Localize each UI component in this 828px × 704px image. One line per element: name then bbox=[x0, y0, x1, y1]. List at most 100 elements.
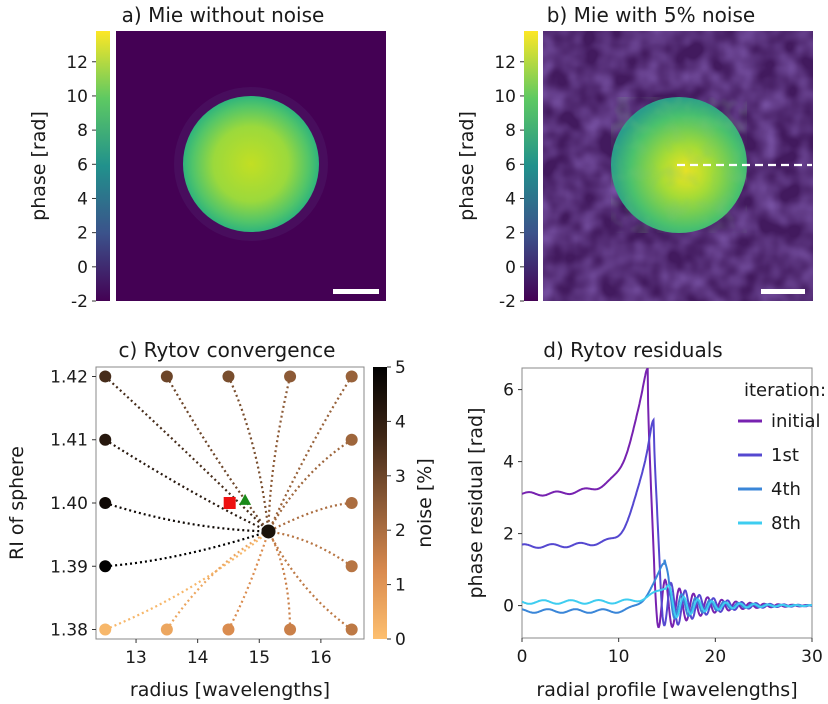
y-tick-label: 6 bbox=[503, 381, 514, 401]
legend-label: 1st bbox=[771, 445, 799, 466]
panel-c-title: c) Rytov convergence bbox=[119, 338, 336, 362]
start-point bbox=[345, 433, 358, 446]
colorbar-tick-label: 2 bbox=[505, 224, 516, 244]
start-point bbox=[345, 623, 358, 636]
start-point bbox=[99, 497, 112, 509]
panel-b-colorbar bbox=[524, 31, 538, 301]
colorbar-tick-label: 12 bbox=[494, 53, 516, 73]
panel-b-title: b) Mie with 5% noise bbox=[547, 3, 755, 27]
convergence-path bbox=[267, 376, 292, 532]
start-point bbox=[222, 370, 235, 383]
panel-a-sphere bbox=[183, 96, 319, 232]
colorbar-tick-label: 5 bbox=[395, 358, 406, 378]
colorbar-tick-label: 2 bbox=[395, 521, 406, 541]
panel-b: b) Mie with 5% noise 12 10 8 6 4 2 0 -2 phase [… bbox=[456, 3, 813, 312]
series-line-1st bbox=[522, 417, 812, 627]
colorbar-tick-label: -2 bbox=[71, 292, 88, 312]
legend-label: 4th bbox=[771, 479, 801, 500]
y-tick-label: 1.38 bbox=[50, 621, 88, 641]
panel-a-colorbar-ticks: 12 10 8 6 4 2 0 -2 bbox=[66, 53, 96, 312]
start-point bbox=[284, 370, 297, 383]
panel-a-diffraction-ring bbox=[174, 87, 328, 241]
start-point bbox=[99, 433, 112, 446]
convergence-path bbox=[268, 501, 352, 533]
colorbar-tick-label: -2 bbox=[499, 292, 516, 312]
panel-c-ylabel: RI of sphere bbox=[6, 446, 28, 560]
x-tick-label: 0 bbox=[517, 647, 528, 667]
convergence-path bbox=[104, 375, 270, 533]
colorbar-tick-label: 4 bbox=[395, 412, 406, 432]
panel-c: c) Rytov convergence 13 14 15 161.421.411.4… bbox=[6, 338, 436, 701]
panel-c-colorbar-label: noise [%] bbox=[414, 458, 436, 547]
convergence-path bbox=[104, 438, 269, 533]
true-value-marker bbox=[239, 493, 252, 505]
start-point bbox=[160, 370, 173, 383]
panel-a-colorbar bbox=[96, 31, 110, 301]
start-point bbox=[284, 623, 297, 636]
start-point bbox=[345, 560, 358, 573]
y-tick-label: 4 bbox=[503, 453, 514, 473]
convergence-path bbox=[227, 376, 270, 532]
legend-label: initial bbox=[771, 411, 821, 432]
colorbar-tick-label: 4 bbox=[77, 189, 88, 209]
convergence-path bbox=[165, 530, 270, 631]
y-tick-label: 1.41 bbox=[50, 431, 88, 451]
x-tick-label: 10 bbox=[608, 647, 630, 667]
colorbar-tick-label: 3 bbox=[395, 467, 406, 487]
colorbar-tick-label: 0 bbox=[395, 630, 406, 650]
panel-a-scalebar bbox=[333, 289, 379, 294]
series-line-8th bbox=[522, 583, 812, 619]
x-tick-label: 13 bbox=[125, 648, 147, 668]
start-point bbox=[99, 370, 112, 383]
colorbar-tick-label: 0 bbox=[77, 258, 88, 278]
panel-c-colorbar bbox=[373, 367, 387, 639]
y-tick-label: 1.40 bbox=[50, 494, 88, 514]
colorbar-tick-label: 4 bbox=[505, 189, 516, 209]
panel-d-ylabel: phase residual [rad] bbox=[465, 407, 487, 598]
colorbar-tick-label: 1 bbox=[395, 576, 406, 596]
panel-b-colorbar-label: phase [rad] bbox=[456, 111, 478, 221]
convergence-path bbox=[105, 530, 269, 568]
convergence-path bbox=[104, 530, 270, 631]
start-point bbox=[345, 370, 358, 383]
start-point bbox=[222, 623, 235, 636]
initial-guess-marker bbox=[223, 497, 236, 509]
colorbar-tick-label: 10 bbox=[66, 87, 88, 107]
panel-b-colorbar-ticks: 12 10 8 6 4 2 0 -2 bbox=[494, 53, 524, 312]
colorbar-tick-label: 8 bbox=[77, 121, 88, 141]
start-point bbox=[160, 623, 173, 636]
legend-title: iteration: bbox=[744, 380, 826, 401]
y-tick-label: 2 bbox=[503, 525, 514, 545]
panel-c-colorbar-ticks: 5 4 3 2 1 0 bbox=[387, 358, 406, 650]
y-tick-label: 0 bbox=[503, 597, 514, 617]
panel-a-title: a) Mie without noise bbox=[122, 3, 325, 27]
panel-d-title: d) Rytov residuals bbox=[543, 338, 722, 362]
panel-a-colorbar-label: phase [rad] bbox=[28, 111, 50, 221]
colorbar-tick-label: 12 bbox=[66, 53, 88, 73]
start-point bbox=[99, 623, 112, 636]
panel-c-xlabel: radius [wavelengths] bbox=[130, 679, 330, 701]
panel-b-scalebar bbox=[761, 289, 805, 294]
convergence-point bbox=[261, 524, 276, 539]
x-tick-label: 30 bbox=[801, 647, 823, 667]
panel-d-plot-area bbox=[521, 367, 813, 639]
panel-d-xlabel: radial profile [wavelengths] bbox=[536, 679, 797, 701]
y-tick-label: 1.39 bbox=[50, 557, 88, 577]
panel-a: a) Mie without noise 12 10 8 6 4 2 0 -2 phase [… bbox=[28, 3, 386, 312]
panel-d-legend: iteration: initial 1st 4th 8th bbox=[738, 380, 826, 534]
colorbar-tick-label: 2 bbox=[77, 224, 88, 244]
colorbar-tick-label: 0 bbox=[505, 258, 516, 278]
legend-label: 8th bbox=[771, 513, 801, 534]
start-point bbox=[345, 497, 358, 509]
x-tick-label: 16 bbox=[310, 648, 332, 668]
x-tick-label: 15 bbox=[248, 648, 270, 668]
start-point bbox=[99, 560, 112, 573]
colorbar-tick-label: 6 bbox=[505, 155, 516, 175]
colorbar-tick-label: 10 bbox=[494, 87, 516, 107]
x-tick-label: 20 bbox=[705, 647, 727, 667]
x-tick-label: 14 bbox=[187, 648, 209, 668]
colorbar-tick-label: 8 bbox=[505, 121, 516, 141]
colorbar-tick-label: 6 bbox=[77, 155, 88, 175]
